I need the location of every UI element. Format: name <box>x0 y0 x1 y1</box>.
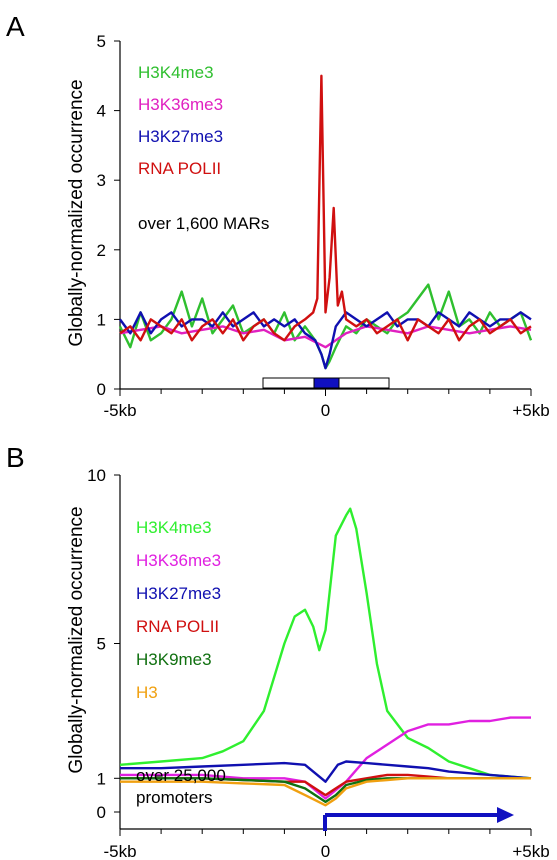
y-tick-label: 2 <box>97 241 106 260</box>
x-tick-label: 0 <box>321 401 330 420</box>
legend-entry: H3K36me3 <box>138 95 223 114</box>
series-line-h3k36me3 <box>120 716 531 800</box>
panel-a-legend: H3K4me3 H3K36me3 H3K27me3 RNA POLII <box>138 63 223 178</box>
series-line-rna-polii <box>119 74 532 342</box>
panel-b-note-line1: over 25,000 <box>136 766 226 785</box>
series-line-h3k36me3 <box>119 325 532 349</box>
series-line-h3 <box>120 777 531 807</box>
y-tick-label: 5 <box>97 32 106 51</box>
y-tick-label: 0 <box>97 380 106 399</box>
legend-entry: RNA POLII <box>138 159 221 178</box>
legend-entry: H3K27me3 <box>136 584 221 603</box>
x-tick-label: 0 <box>321 842 330 860</box>
series-line-h3k27me3 <box>119 311 532 370</box>
legend-entry: H3K9me3 <box>136 650 212 669</box>
panel-a-ylabel: Globally-normalized occurrence <box>66 79 87 346</box>
y-tick-label: 0 <box>97 803 106 822</box>
tss-arrow-head <box>497 807 514 823</box>
y-tick-label: 4 <box>97 102 106 121</box>
mar-core-box <box>313 377 340 389</box>
y-tick-label: 1 <box>97 769 106 788</box>
legend-entry: H3K27me3 <box>138 127 223 146</box>
y-tick-label: 1 <box>97 310 106 329</box>
series-line-h3k4me3 <box>119 507 532 780</box>
panel-b-label: B <box>6 442 25 473</box>
legend-entry: RNA POLII <box>136 617 219 636</box>
legend-entry: H3 <box>136 683 158 702</box>
panel-b-note-line2: promoters <box>136 788 213 807</box>
x-tick-label: +5kb <box>512 842 549 860</box>
y-tick-label: 5 <box>97 635 106 654</box>
x-tick-label: +5kb <box>512 401 549 420</box>
panel-b-note: over 25,000 promoters <box>136 766 231 807</box>
series-line-h3k27me3 <box>120 760 532 783</box>
panel-b: B Globally-normalized occurrence 0 1 5 10 -5… <box>6 442 550 860</box>
panel-a-series <box>118 74 533 370</box>
panel-a-note: over 1,600 MARs <box>138 214 269 233</box>
panel-a-mar-annotation <box>262 377 390 389</box>
panel-a-label: A <box>6 11 25 42</box>
y-tick-label: 10 <box>87 466 106 485</box>
panel-a: A Globally-normalized occurrence 0 1 2 3 4 5 -… <box>6 11 550 420</box>
legend-entry: H3K4me3 <box>136 518 212 537</box>
panel-b-series <box>119 507 532 807</box>
x-tick-label: -5kb <box>103 842 136 860</box>
panel-b-ylabel: Globally-normalized occurrence <box>66 506 87 773</box>
y-tick-label: 3 <box>97 171 106 190</box>
panel-a-ticks: 0 1 2 3 4 5 -5kb 0 +5kb <box>97 32 550 420</box>
legend-entry: H3K4me3 <box>138 63 214 82</box>
tss-arrow <box>323 807 514 831</box>
legend-entry: H3K36me3 <box>136 551 221 570</box>
panel-b-legend: H3K4me3 H3K36me3 H3K27me3 RNA POLII H3K9me3 H… <box>136 518 221 702</box>
panel-b-ticks: 0 1 5 10 -5kb 0 +5kb <box>87 466 550 860</box>
x-tick-label: -5kb <box>103 401 136 420</box>
